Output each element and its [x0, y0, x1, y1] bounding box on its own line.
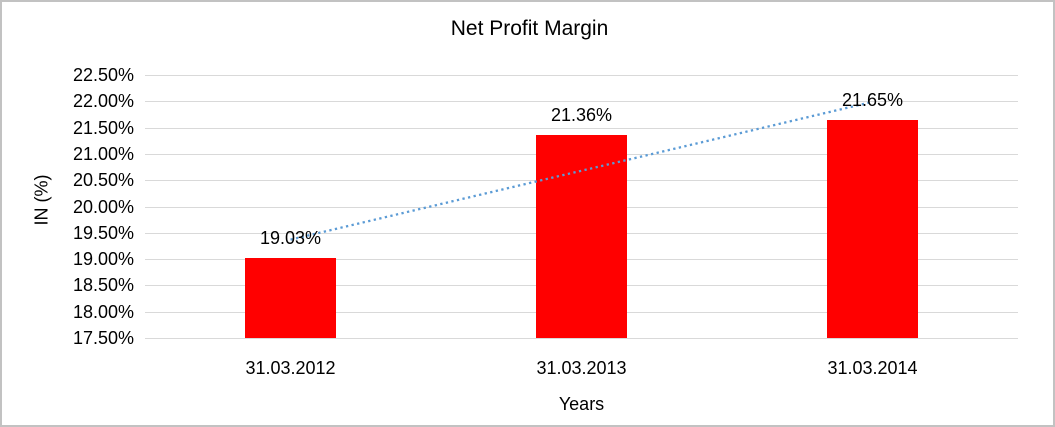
gridline [145, 75, 1018, 76]
y-tick-label: 17.50% [72, 328, 134, 348]
x-axis-title: Years [558, 394, 605, 414]
chart-title: Net Profit Margin [450, 17, 609, 40]
x-tick-label: 31.03.2014 [827, 358, 918, 378]
y-tick-label: 19.50% [72, 222, 134, 243]
y-tick-label: 22.00% [72, 91, 134, 112]
y-tick-label: 18.00% [72, 301, 134, 322]
gridline [145, 338, 1018, 339]
y-tick-label: 20.00% [72, 196, 134, 217]
x-tick-label: 31.03.2013 [536, 358, 627, 378]
data-label: 21.36% [550, 104, 613, 125]
y-tick-label: 20.50% [72, 170, 134, 191]
bar-31.03.2013[interactable] [536, 134, 627, 338]
data-label: 21.65% [841, 89, 904, 110]
x-tick-label: 31.03.2012 [245, 358, 336, 378]
y-tick-label: 21.50% [72, 117, 134, 138]
data-label: 19.03% [259, 227, 322, 248]
y-tick-label: 22.50% [72, 65, 134, 85]
bar-31.03.2014[interactable] [827, 119, 918, 338]
y-tick-label: 18.50% [72, 275, 134, 296]
y-tick-label: 21.00% [72, 143, 134, 164]
bar-31.03.2012[interactable] [245, 257, 336, 338]
y-tick-label: 19.00% [72, 249, 134, 270]
